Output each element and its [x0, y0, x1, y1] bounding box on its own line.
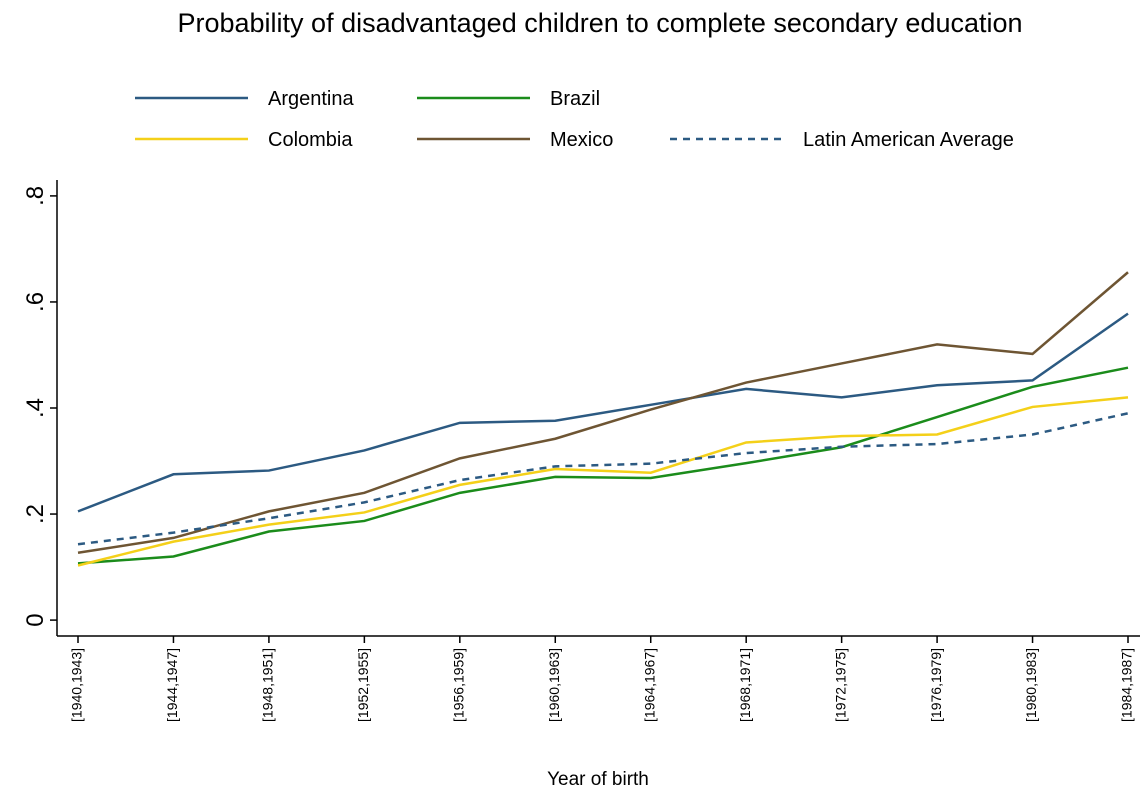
legend-label: Mexico — [550, 129, 613, 151]
x-tick-label: [1956,1959] — [451, 648, 467, 722]
y-tick-label: 0 — [22, 613, 49, 626]
x-tick-label: [1976,1979] — [928, 648, 944, 722]
y-tick-label: .2 — [22, 504, 49, 524]
x-tick-label: [1944,1947] — [164, 648, 180, 722]
legend-label: Argentina — [268, 88, 354, 110]
x-axis-title: Year of birth — [547, 769, 649, 790]
y-tick-label: .8 — [22, 186, 49, 206]
chart-title: Probability of disadvantaged children to… — [177, 8, 1022, 38]
legend-label: Colombia — [268, 129, 353, 151]
x-tick-label: [1960,1963] — [546, 648, 562, 722]
x-tick-label: [1940,1943] — [69, 648, 85, 722]
x-tick-label: [1980,1983] — [1023, 648, 1039, 722]
series-line — [77, 396, 1129, 567]
x-tick-label: [1984,1987] — [1119, 648, 1135, 722]
series-line — [77, 271, 1129, 554]
series-line — [77, 312, 1129, 513]
x-tick-label: [1948,1951] — [260, 648, 276, 722]
legend-label: Latin American Average — [803, 129, 1014, 151]
x-tick-label: [1964,1967] — [641, 648, 657, 722]
series-line — [77, 366, 1129, 565]
x-tick-label: [1968,1971] — [737, 648, 753, 722]
legend-label: Brazil — [550, 88, 600, 110]
y-tick-label: .4 — [22, 398, 49, 418]
x-tick-label: [1952,1955] — [355, 648, 371, 722]
series-line — [77, 412, 1129, 546]
y-tick-label: .6 — [22, 292, 49, 312]
x-tick-label: [1972,1975] — [832, 648, 848, 722]
